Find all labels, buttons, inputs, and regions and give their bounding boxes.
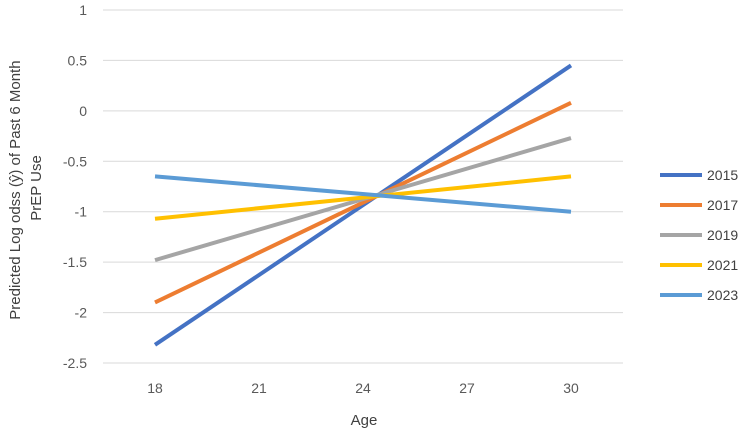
y-tick-label: -0.5 bbox=[63, 153, 87, 169]
y-axis-title: Predicted Log odss (ŷ) of Past 6 Month P… bbox=[7, 56, 45, 319]
series-line-2015 bbox=[153, 63, 573, 347]
y-axis-title-line-2: PrEP Use bbox=[28, 155, 45, 221]
series-line-2021 bbox=[154, 174, 572, 221]
gridlines bbox=[103, 9, 623, 364]
series-line-2017 bbox=[154, 100, 572, 305]
x-tick-label: 24 bbox=[355, 380, 371, 396]
y-tick-label: -2 bbox=[75, 305, 88, 321]
legend-label-2017: 2017 bbox=[707, 197, 738, 213]
legend-label-2015: 2015 bbox=[707, 167, 738, 183]
x-axis-title: Age bbox=[351, 412, 378, 429]
y-tick-label: -2.5 bbox=[63, 355, 87, 371]
legend: 2015 2017 2019 2021 2023 bbox=[660, 167, 738, 303]
series-line-2023 bbox=[154, 174, 572, 214]
x-tick-label: 21 bbox=[251, 380, 267, 396]
y-axis-ticks: 1 0.5 0 -0.5 -1 -1.5 -2 -2.5 bbox=[63, 2, 87, 371]
x-tick-label: 27 bbox=[459, 380, 475, 396]
y-tick-label: -1 bbox=[75, 204, 88, 220]
series-lines bbox=[153, 63, 573, 347]
legend-label-2019: 2019 bbox=[707, 227, 738, 243]
legend-label-2023: 2023 bbox=[707, 287, 738, 303]
y-tick-label: 1 bbox=[79, 2, 87, 18]
y-tick-label: 0.5 bbox=[68, 52, 88, 68]
x-tick-label: 18 bbox=[147, 380, 163, 396]
y-tick-label: 0 bbox=[79, 103, 87, 119]
legend-label-2021: 2021 bbox=[707, 257, 738, 273]
x-tick-label: 30 bbox=[563, 380, 579, 396]
x-axis-ticks: 18 21 24 27 30 bbox=[147, 380, 579, 396]
y-axis-title-line-1: Predicted Log odss (ŷ) of Past 6 Month bbox=[7, 60, 24, 319]
y-tick-label: -1.5 bbox=[63, 254, 87, 270]
